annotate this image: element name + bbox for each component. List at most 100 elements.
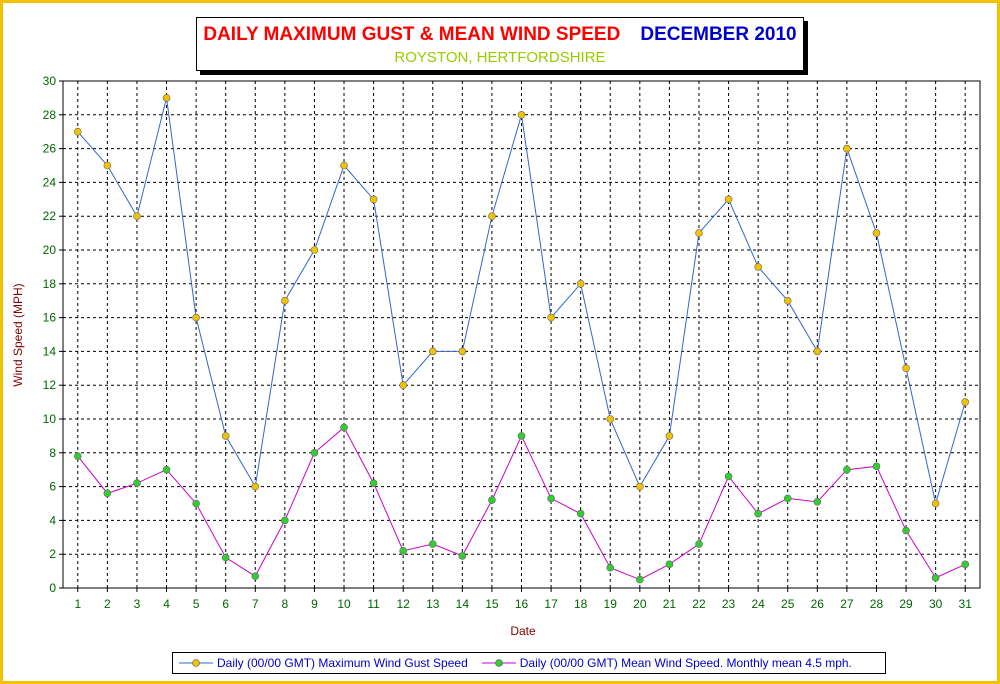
data-point	[488, 212, 496, 220]
data-point	[961, 398, 970, 406]
data-point	[902, 364, 910, 373]
x-tick-label: 23	[722, 597, 736, 611]
data-point	[281, 516, 289, 525]
data-point	[488, 496, 496, 504]
x-tick-label: 25	[781, 597, 795, 611]
y-tick-label: 0	[49, 581, 56, 595]
data-point	[724, 195, 733, 204]
title-box: DAILY MAXIMUM GUST & MEAN WIND SPEED DECE…	[196, 17, 804, 71]
x-tick-label: 31	[959, 597, 973, 611]
data-point	[310, 246, 319, 254]
y-tick-label: 22	[43, 209, 57, 223]
data-point	[369, 479, 378, 488]
y-tick-label: 2	[49, 547, 56, 561]
data-point	[843, 465, 851, 474]
x-tick-label: 9	[311, 597, 318, 611]
x-tick-label: 22	[692, 597, 706, 611]
data-point	[517, 432, 526, 440]
x-tick-label: 24	[751, 597, 765, 611]
data-point	[547, 313, 555, 322]
data-point	[665, 432, 674, 440]
data-point	[606, 415, 615, 423]
data-point	[872, 229, 881, 237]
data-point	[783, 494, 792, 503]
data-point	[576, 279, 585, 288]
data-point	[636, 575, 644, 584]
data-point	[162, 94, 171, 102]
data-point	[103, 489, 112, 498]
data-point	[399, 547, 407, 555]
y-tick-label: 18	[43, 277, 57, 291]
data-point	[902, 526, 910, 535]
data-point	[606, 563, 615, 572]
data-point	[428, 347, 437, 356]
data-point	[724, 472, 733, 481]
data-point	[251, 572, 260, 580]
y-tick-label: 28	[43, 108, 57, 122]
x-tick-label: 7	[252, 597, 259, 611]
data-point	[162, 465, 171, 474]
x-tick-label: 3	[134, 597, 141, 611]
x-tick-label: 29	[899, 597, 913, 611]
x-tick-label: 15	[485, 597, 499, 611]
data-point	[73, 452, 82, 460]
data-point	[310, 448, 319, 457]
chart-title-date: DECEMBER 2010	[640, 24, 797, 45]
x-tick-label: 11	[367, 597, 380, 611]
x-tick-label: 20	[633, 597, 647, 611]
legend-label-mean: Daily (00/00 GMT) Mean Wind Speed. Month…	[519, 656, 852, 670]
legend: Daily (00/00 GMT) Maximum Wind Gust Spee…	[172, 652, 886, 674]
data-point	[754, 509, 762, 518]
y-tick-label: 10	[43, 412, 57, 426]
data-point	[813, 498, 822, 506]
data-point	[695, 540, 703, 548]
y-tick-label: 26	[43, 142, 57, 156]
chart-title: DAILY MAXIMUM GUST & MEAN WIND SPEED	[203, 24, 621, 45]
data-point	[783, 296, 792, 305]
y-tick-label: 4	[49, 513, 56, 527]
x-tick-label: 19	[604, 597, 618, 611]
x-tick-label: 1	[74, 597, 81, 611]
data-point	[695, 229, 703, 237]
data-point	[931, 574, 940, 582]
y-axis-label: Wind Speed (MPH)	[11, 283, 25, 386]
x-tick-label: 21	[663, 597, 677, 611]
y-tick-label: 12	[43, 378, 57, 392]
data-point	[517, 111, 526, 119]
x-tick-label: 26	[811, 597, 825, 611]
y-tick-label: 16	[43, 311, 57, 325]
data-point	[576, 509, 585, 518]
data-point	[192, 313, 200, 322]
series	[73, 94, 970, 584]
data-point	[133, 479, 141, 488]
data-point	[221, 432, 230, 440]
data-point	[813, 347, 822, 356]
data-point	[73, 127, 82, 136]
chart-subtitle: ROYSTON, HERTFORDSHIRE	[394, 49, 606, 66]
y-tick-label: 24	[43, 175, 57, 189]
y-tick-label: 6	[49, 480, 56, 494]
data-point	[961, 560, 970, 569]
legend-swatch-mean	[481, 659, 516, 667]
data-point	[665, 560, 674, 569]
x-tick-label: 30	[929, 597, 943, 611]
plot-area	[62, 80, 981, 589]
x-tick-label: 2	[104, 597, 111, 611]
data-point	[931, 499, 940, 508]
data-point	[221, 553, 230, 562]
x-tick-label: 27	[840, 597, 854, 611]
data-point	[281, 296, 289, 305]
legend-label-gust: Daily (00/00 GMT) Maximum Wind Gust Spee…	[217, 656, 468, 670]
data-point	[843, 144, 851, 153]
x-tick-label: 28	[870, 597, 884, 611]
y-tick-label: 20	[43, 243, 57, 257]
data-point	[458, 552, 467, 560]
data-point	[192, 499, 200, 508]
x-tick-label: 12	[396, 597, 410, 611]
x-tick-label: 4	[163, 597, 170, 611]
data-point	[340, 423, 348, 432]
data-point	[251, 482, 260, 491]
data-point	[872, 462, 881, 471]
